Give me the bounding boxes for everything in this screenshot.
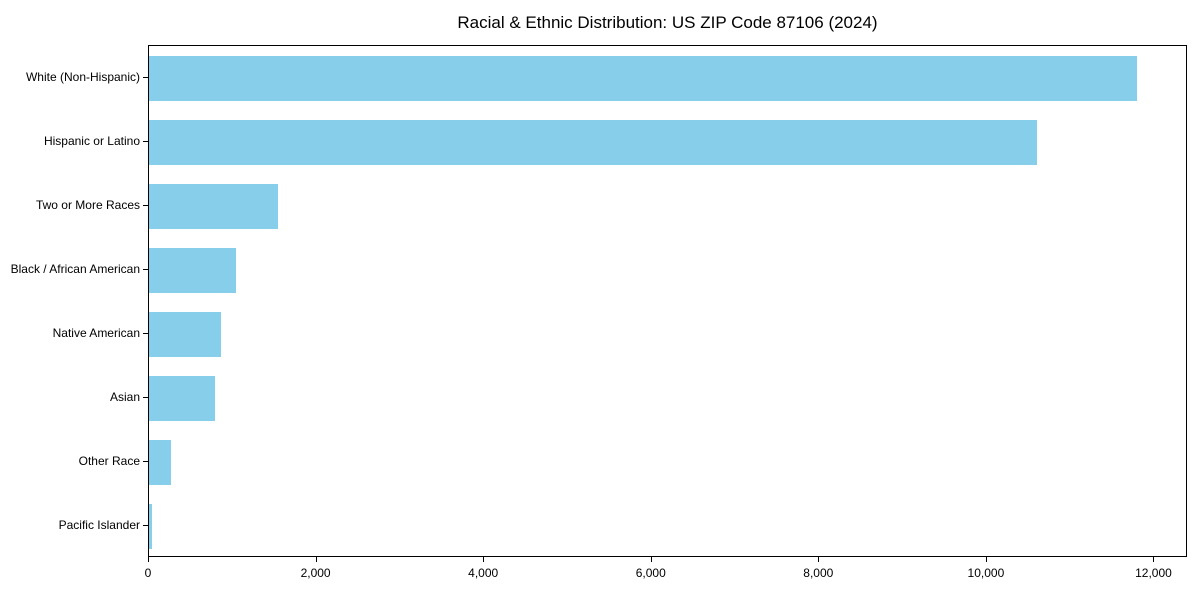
y-axis-tick-mark (143, 461, 148, 462)
y-axis-tick-mark (143, 77, 148, 78)
y-axis-tick-mark (143, 397, 148, 398)
bar (149, 247, 236, 293)
y-axis-tick-mark (143, 141, 148, 142)
y-axis-tick-mark (143, 525, 148, 526)
x-axis-tick-label: 0 (144, 566, 152, 580)
x-axis-tick-mark (316, 557, 317, 562)
chart-title: Racial & Ethnic Distribution: US ZIP Cod… (457, 13, 878, 32)
y-axis-tick-label: Two or More Races (35, 198, 140, 212)
x-axis-tick-mark (483, 557, 484, 562)
x-axis-tick-label: 10,000 (967, 566, 1005, 580)
y-axis-tick-label: Native American (52, 326, 140, 340)
x-axis-tick-label: 4,000 (468, 566, 499, 580)
y-axis-tick-mark (143, 269, 148, 270)
bar (149, 503, 153, 549)
x-axis-tick-mark (818, 557, 819, 562)
x-axis-tick-label: 12,000 (1135, 566, 1172, 580)
y-axis-tick-label: Black / African American (10, 262, 140, 276)
x-axis-tick-mark (651, 557, 652, 562)
y-axis-tick-label: Pacific Islander (58, 518, 140, 532)
y-axis-tick-mark (143, 333, 148, 334)
bar (149, 119, 1038, 165)
x-axis-tick-label: 6,000 (635, 566, 666, 580)
x-axis-tick-mark (148, 557, 149, 562)
x-axis-tick-label: 8,000 (803, 566, 834, 580)
y-axis-tick-label: Hispanic or Latino (43, 134, 140, 148)
bar (149, 183, 278, 229)
plot-area (148, 45, 1187, 557)
x-axis-tick-mark (1153, 557, 1154, 562)
y-axis-tick-label: Other Race (78, 454, 140, 468)
y-axis-tick-label: Asian (109, 390, 140, 404)
x-axis-tick-label: 2,000 (300, 566, 331, 580)
bar (149, 439, 171, 485)
bar (149, 375, 216, 421)
y-axis-tick-label: White (Non-Hispanic) (25, 70, 140, 84)
x-axis-tick-mark (986, 557, 987, 562)
bar (149, 55, 1137, 101)
bar (149, 311, 221, 357)
y-axis-tick-mark (143, 205, 148, 206)
